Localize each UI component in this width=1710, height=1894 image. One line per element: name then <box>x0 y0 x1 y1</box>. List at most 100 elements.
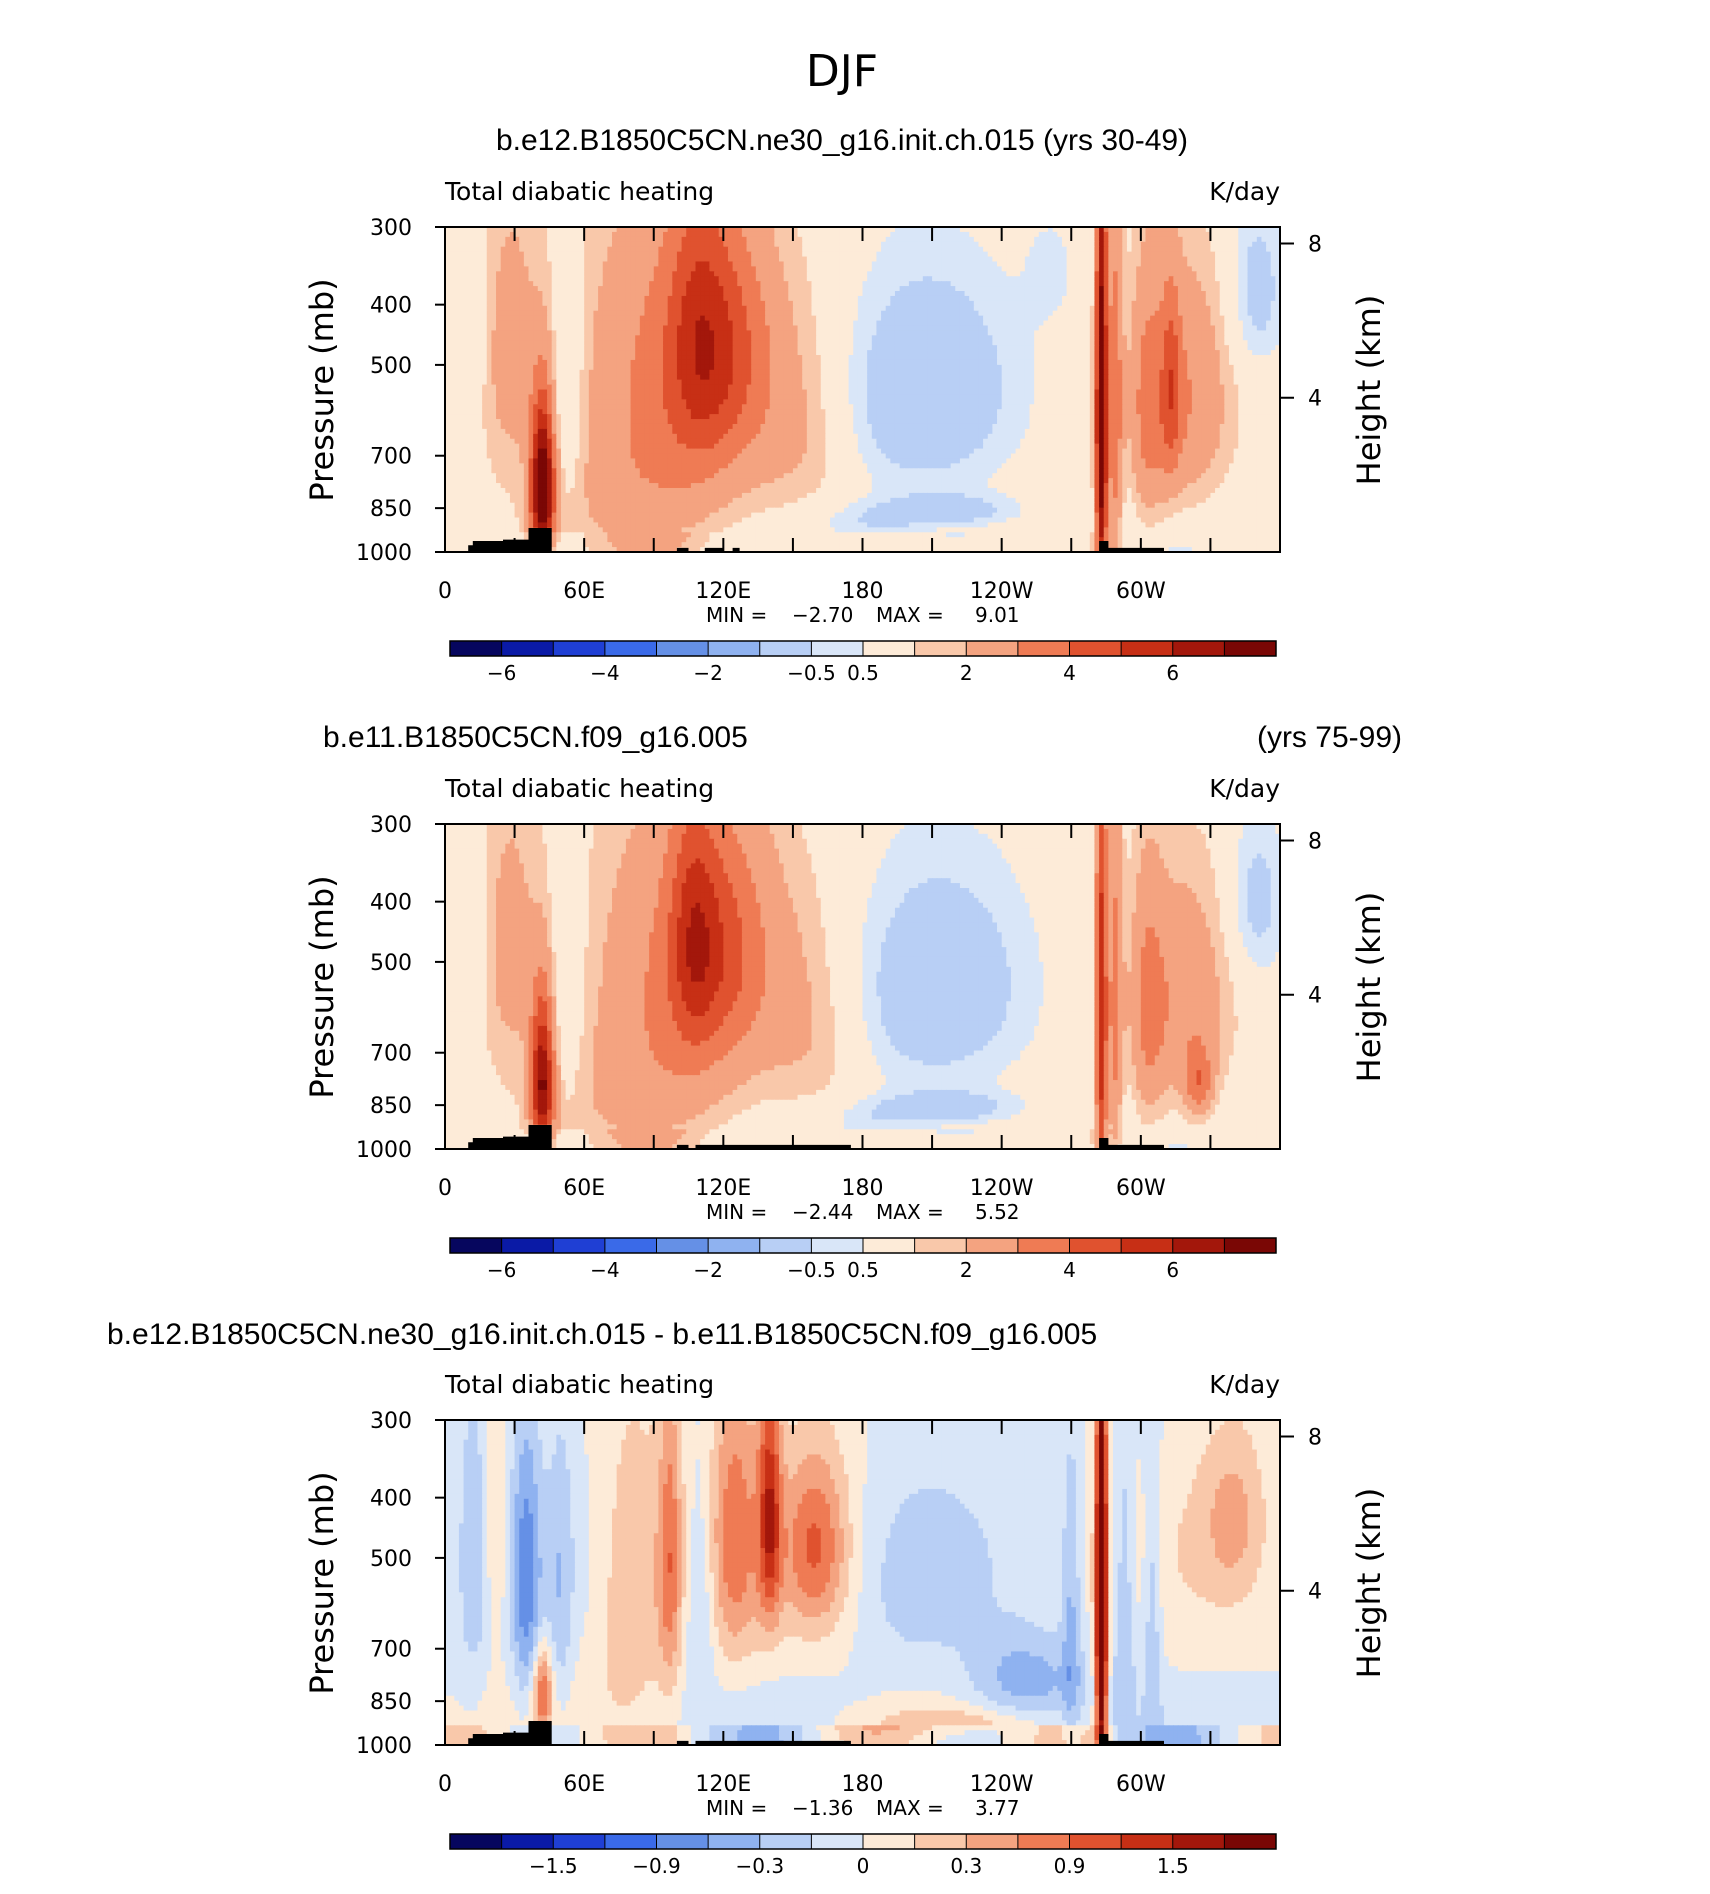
panel-1-cell <box>445 241 451 248</box>
panel-1-cell <box>700 266 706 272</box>
panel-1-cell <box>574 231 581 238</box>
panel-1-cell <box>1154 291 1160 297</box>
panel-1-cell <box>732 355 738 361</box>
panel-1-cell <box>825 261 831 267</box>
panel-1-cell <box>621 350 627 356</box>
panel-1-cell <box>1196 276 1202 282</box>
panel-1-cell <box>630 281 636 287</box>
panel-1-cell <box>505 315 511 322</box>
panel-1-cell <box>843 276 850 282</box>
panel-1-cell <box>755 345 762 351</box>
panel-1-cell <box>765 330 771 336</box>
panel-1-cell <box>1001 340 1007 346</box>
panel-1-cell <box>737 276 743 282</box>
panel-1-cell <box>908 320 915 327</box>
panel-1-cell <box>514 246 520 253</box>
panel-1-cell <box>843 291 850 297</box>
panel-1-cell <box>788 315 794 322</box>
panel-1-cell <box>723 286 729 292</box>
panel-1-cell <box>635 236 641 243</box>
panel-1-cell <box>946 325 952 331</box>
panel-1-cell <box>853 359 859 366</box>
panel-1-cell <box>445 340 451 346</box>
panel-1-cell <box>1034 276 1040 282</box>
panel-1-cell <box>862 286 868 292</box>
panel-1-cell <box>950 300 956 307</box>
panel-1-cell <box>560 335 567 341</box>
panel-1-cell <box>1034 330 1040 336</box>
panel-1-cell <box>932 266 938 272</box>
panel-1-cell <box>904 355 910 361</box>
panel-1-cell <box>834 325 840 331</box>
panel-1-cell <box>913 241 919 248</box>
panel-1-cell <box>1038 300 1045 307</box>
panel-1-cell <box>486 291 492 297</box>
panel-1-cell <box>1233 305 1239 312</box>
panel-1-cell <box>941 300 947 307</box>
panel-1-cell <box>1228 286 1235 292</box>
panel-1-cell <box>848 295 854 302</box>
panel-1-cell <box>1224 355 1230 361</box>
panel-1-cell <box>704 241 711 248</box>
panel-1-cell <box>825 236 831 243</box>
panel-1-cell <box>741 266 748 272</box>
panel-1-cell <box>1094 251 1100 258</box>
panel-1-cell <box>486 320 492 327</box>
panel-1-cell <box>1034 251 1040 258</box>
panel-1-cell <box>1182 291 1188 297</box>
panel-1-cell <box>551 291 557 297</box>
panel-1-cell <box>519 330 525 336</box>
panel-1-cell <box>997 295 1003 302</box>
panel-1-cell <box>1242 276 1249 282</box>
panel-1-cell <box>1126 345 1133 351</box>
panel-1-cell <box>890 286 896 292</box>
panel-1-cell <box>1006 241 1012 248</box>
panel-1-cell <box>1117 276 1123 282</box>
panel-1-cell <box>913 305 919 312</box>
panel-1-cell <box>946 359 952 366</box>
panel-1-cell <box>1224 330 1230 336</box>
panel-1-cell <box>1038 335 1045 341</box>
panel-1-cell <box>486 330 492 336</box>
panel-1-cell <box>765 305 771 312</box>
panel-1-cell <box>806 241 813 248</box>
panel-1-cell <box>1061 340 1068 346</box>
panel-1-cell <box>908 305 915 312</box>
panel-1-cell <box>1038 286 1045 292</box>
panel-1-cell <box>746 325 752 331</box>
panel-1-cell <box>598 335 604 341</box>
panel-1-cell <box>890 251 896 258</box>
panel-1-cell <box>486 227 492 233</box>
panel-1-cell <box>881 335 887 341</box>
panel-1-cell <box>788 310 794 317</box>
panel-1-cell <box>1154 350 1160 356</box>
panel-1-cell <box>881 261 887 267</box>
panel-1-cell <box>686 340 692 346</box>
panel-1-cell <box>1038 241 1045 248</box>
panel-1-cell <box>1238 251 1244 258</box>
panel-1-cell <box>959 261 966 267</box>
panel-1-cell <box>769 236 775 243</box>
panel-1-cell <box>899 315 905 322</box>
panel-1-cell <box>955 246 961 253</box>
panel-1-cell <box>820 315 826 322</box>
panel-1-cell <box>969 241 975 248</box>
panel-1-cell <box>862 261 868 267</box>
panel-1-cell <box>570 300 576 307</box>
panel-1-cell <box>1256 256 1263 263</box>
panel-1-cell <box>686 345 692 351</box>
panel-1-cell <box>472 359 479 366</box>
panel-1-cell <box>570 276 576 282</box>
panel-1-cell <box>1261 241 1267 248</box>
panel-1-cell <box>825 241 831 248</box>
panel-1-cell <box>556 276 562 282</box>
panel-1-cell <box>899 345 905 351</box>
panel-1-cell <box>607 305 613 312</box>
panel-1-cell <box>658 310 664 317</box>
panel-1-cell <box>472 345 479 351</box>
panel-1-cell <box>1020 310 1026 317</box>
panel-1-cell <box>997 251 1003 258</box>
panel-1-cell <box>857 281 864 287</box>
panel-1-cell <box>1275 320 1280 327</box>
panel-1-cell <box>987 236 993 243</box>
